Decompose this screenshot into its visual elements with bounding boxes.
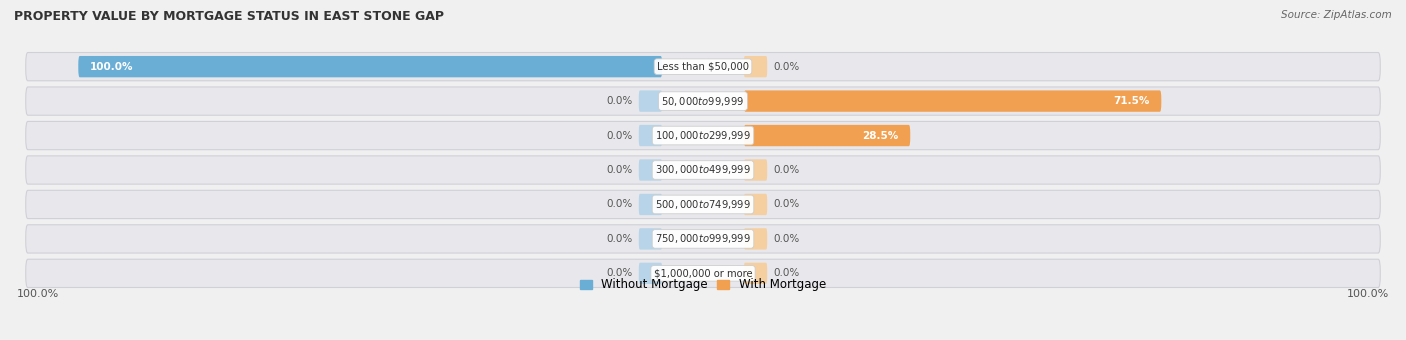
FancyBboxPatch shape xyxy=(744,159,768,181)
Text: 100.0%: 100.0% xyxy=(1347,289,1389,299)
FancyBboxPatch shape xyxy=(638,90,662,112)
FancyBboxPatch shape xyxy=(25,121,1381,150)
Text: 0.0%: 0.0% xyxy=(606,131,633,140)
FancyBboxPatch shape xyxy=(744,263,768,284)
FancyBboxPatch shape xyxy=(744,56,768,77)
FancyBboxPatch shape xyxy=(638,228,662,250)
FancyBboxPatch shape xyxy=(25,259,1381,288)
Text: PROPERTY VALUE BY MORTGAGE STATUS IN EAST STONE GAP: PROPERTY VALUE BY MORTGAGE STATUS IN EAS… xyxy=(14,10,444,23)
Text: 71.5%: 71.5% xyxy=(1114,96,1150,106)
FancyBboxPatch shape xyxy=(25,225,1381,253)
Text: 0.0%: 0.0% xyxy=(773,268,800,278)
Text: $300,000 to $499,999: $300,000 to $499,999 xyxy=(655,164,751,176)
FancyBboxPatch shape xyxy=(79,56,662,77)
Legend: Without Mortgage, With Mortgage: Without Mortgage, With Mortgage xyxy=(575,273,831,296)
FancyBboxPatch shape xyxy=(25,156,1381,184)
Text: 0.0%: 0.0% xyxy=(773,200,800,209)
FancyBboxPatch shape xyxy=(25,87,1381,115)
FancyBboxPatch shape xyxy=(638,194,662,215)
Text: 0.0%: 0.0% xyxy=(606,165,633,175)
Text: 100.0%: 100.0% xyxy=(17,289,59,299)
FancyBboxPatch shape xyxy=(638,159,662,181)
FancyBboxPatch shape xyxy=(744,90,1161,112)
Text: $50,000 to $99,999: $50,000 to $99,999 xyxy=(661,95,745,107)
FancyBboxPatch shape xyxy=(744,228,768,250)
Text: 0.0%: 0.0% xyxy=(606,234,633,244)
Text: $1,000,000 or more: $1,000,000 or more xyxy=(654,268,752,278)
Text: Less than $50,000: Less than $50,000 xyxy=(657,62,749,72)
Text: $100,000 to $299,999: $100,000 to $299,999 xyxy=(655,129,751,142)
Text: 0.0%: 0.0% xyxy=(606,268,633,278)
FancyBboxPatch shape xyxy=(744,194,768,215)
Text: $750,000 to $999,999: $750,000 to $999,999 xyxy=(655,233,751,245)
Text: Source: ZipAtlas.com: Source: ZipAtlas.com xyxy=(1281,10,1392,20)
FancyBboxPatch shape xyxy=(25,52,1381,81)
FancyBboxPatch shape xyxy=(638,263,662,284)
Text: 0.0%: 0.0% xyxy=(773,165,800,175)
Text: 0.0%: 0.0% xyxy=(606,96,633,106)
FancyBboxPatch shape xyxy=(744,125,910,146)
FancyBboxPatch shape xyxy=(25,190,1381,219)
Text: 0.0%: 0.0% xyxy=(773,62,800,72)
Text: 28.5%: 28.5% xyxy=(862,131,898,140)
Text: 0.0%: 0.0% xyxy=(606,200,633,209)
Text: 100.0%: 100.0% xyxy=(90,62,134,72)
FancyBboxPatch shape xyxy=(638,125,662,146)
Text: 0.0%: 0.0% xyxy=(773,234,800,244)
Text: $500,000 to $749,999: $500,000 to $749,999 xyxy=(655,198,751,211)
